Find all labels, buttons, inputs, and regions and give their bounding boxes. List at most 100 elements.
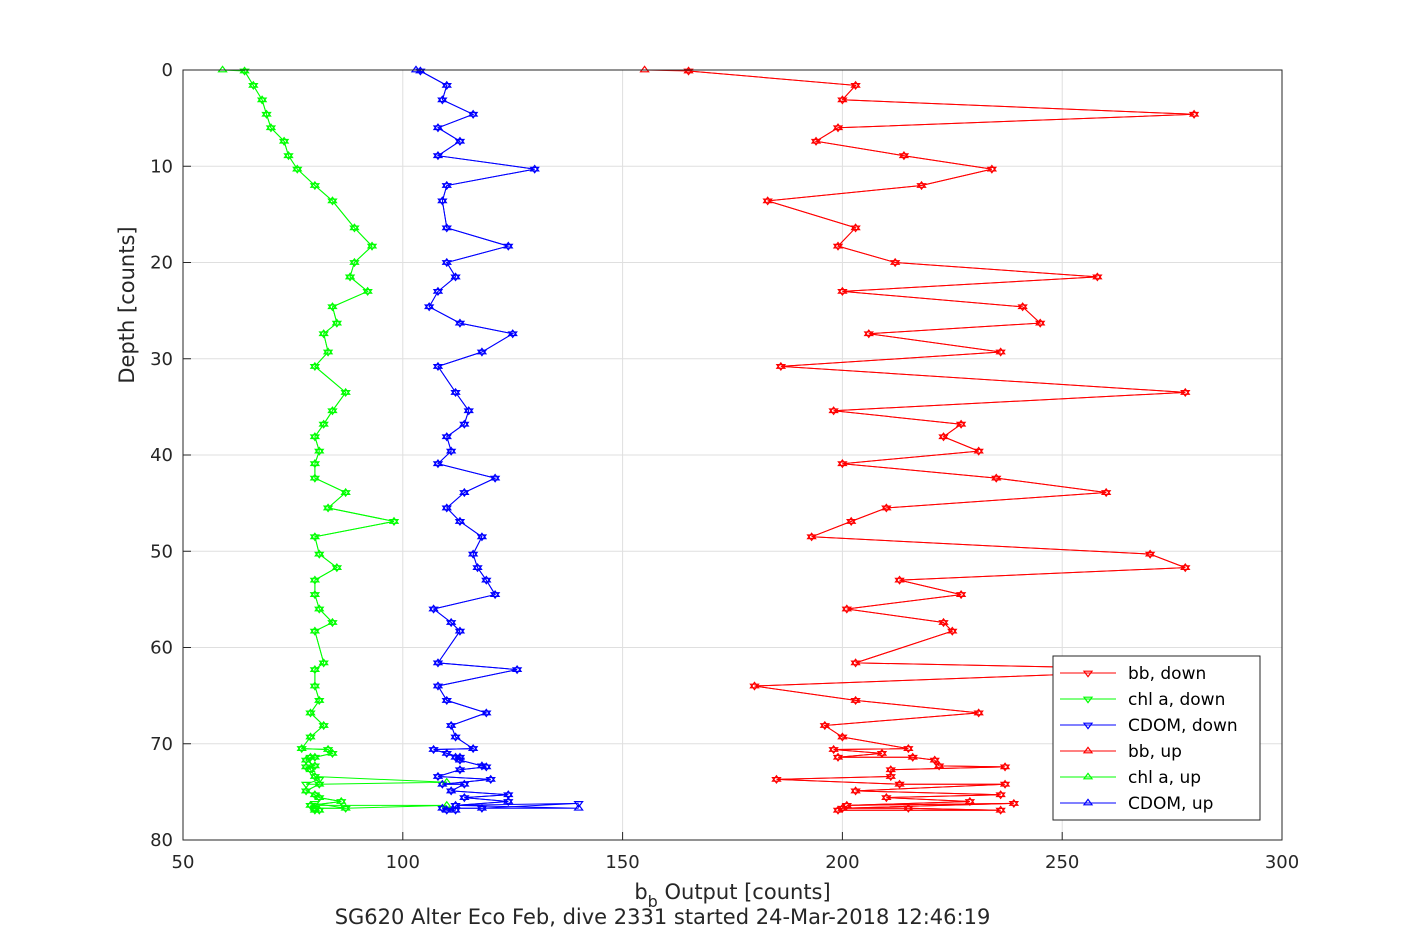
data-point (278, 138, 290, 146)
data-point (432, 459, 444, 467)
x-tick-label: 150 (605, 852, 639, 873)
data-point (476, 347, 488, 355)
data-point (450, 752, 461, 760)
data-point (1092, 274, 1103, 282)
data-point (327, 748, 338, 756)
legend-item: CDOM, up (1060, 794, 1213, 814)
data-point (489, 473, 501, 481)
data-point (511, 665, 523, 673)
data-point (841, 606, 852, 614)
data-point (837, 288, 848, 296)
data-point (828, 747, 839, 755)
y-tick-label: 20 (150, 253, 173, 274)
data-point (309, 577, 321, 585)
data-point (995, 792, 1006, 800)
data-point (322, 505, 334, 513)
data-point (991, 475, 1002, 483)
legend-item: CDOM, down (1060, 716, 1238, 736)
data-point (450, 390, 461, 398)
data-point (837, 459, 848, 467)
data-point (322, 747, 334, 755)
data-point (463, 406, 474, 414)
data-point (441, 432, 452, 440)
data-point (410, 65, 422, 73)
data-point (340, 387, 351, 395)
data-point (1092, 272, 1103, 280)
legend-label: bb, down (1128, 664, 1206, 684)
data-point (248, 83, 259, 91)
data-point (283, 153, 294, 161)
data-point (529, 164, 540, 172)
data-point (309, 761, 321, 769)
data-point (340, 803, 351, 811)
data-point (327, 304, 338, 312)
x-tick-label: 250 (1045, 852, 1079, 873)
data-point (903, 746, 914, 754)
data-point (885, 765, 896, 773)
data-point (314, 776, 325, 784)
data-point (441, 434, 452, 442)
data-point (309, 589, 321, 597)
data-point (995, 790, 1006, 798)
legend-marker (1082, 670, 1094, 678)
data-point (428, 604, 439, 612)
data-point (300, 762, 312, 770)
data-point (309, 626, 321, 634)
data-point (850, 80, 861, 88)
data-point (863, 329, 874, 337)
data-point (485, 776, 496, 784)
data-point (314, 795, 325, 803)
data-point (327, 302, 338, 310)
data-point (837, 95, 848, 103)
data-point (441, 257, 452, 265)
data-point (349, 223, 360, 231)
data-point (314, 779, 325, 787)
data-point (885, 767, 896, 775)
data-point (445, 788, 457, 796)
data-point (929, 755, 940, 763)
data-point (850, 223, 861, 231)
data-point (340, 805, 351, 813)
data-point (441, 260, 452, 268)
data-point (933, 761, 945, 769)
data-point (454, 136, 466, 144)
x-tick-label: 200 (825, 852, 859, 873)
data-point (309, 763, 321, 771)
data-point (388, 519, 400, 527)
data-point (296, 746, 307, 754)
x-tick-label: 300 (1265, 852, 1299, 873)
data-point (476, 803, 488, 811)
data-point (481, 577, 492, 585)
data-point (832, 754, 844, 762)
data-point (437, 196, 448, 204)
data-point (309, 575, 321, 583)
data-point (876, 748, 888, 756)
data-point (775, 361, 787, 369)
data-point (432, 683, 444, 691)
data-point (349, 257, 360, 265)
data-point (903, 803, 914, 811)
data-point (459, 419, 470, 427)
data-point (973, 448, 984, 456)
data-point (388, 516, 400, 524)
data-point (441, 805, 452, 813)
data-point (318, 331, 329, 339)
data-point (841, 800, 852, 808)
data-point (749, 681, 760, 689)
data-point (445, 620, 457, 628)
x-axis-label-rest: Output [counts] (658, 880, 831, 904)
data-point (894, 781, 905, 789)
data-point (454, 628, 466, 636)
data-point (305, 734, 316, 742)
data-point (305, 710, 316, 718)
data-point (938, 617, 949, 625)
data-point (327, 406, 338, 414)
data-point (309, 790, 321, 798)
data-point (850, 660, 861, 668)
data-point (314, 446, 325, 454)
data-point (309, 805, 321, 813)
data-point (459, 779, 470, 787)
data-point (850, 225, 861, 233)
data-point (837, 803, 848, 811)
data-point (995, 805, 1006, 813)
